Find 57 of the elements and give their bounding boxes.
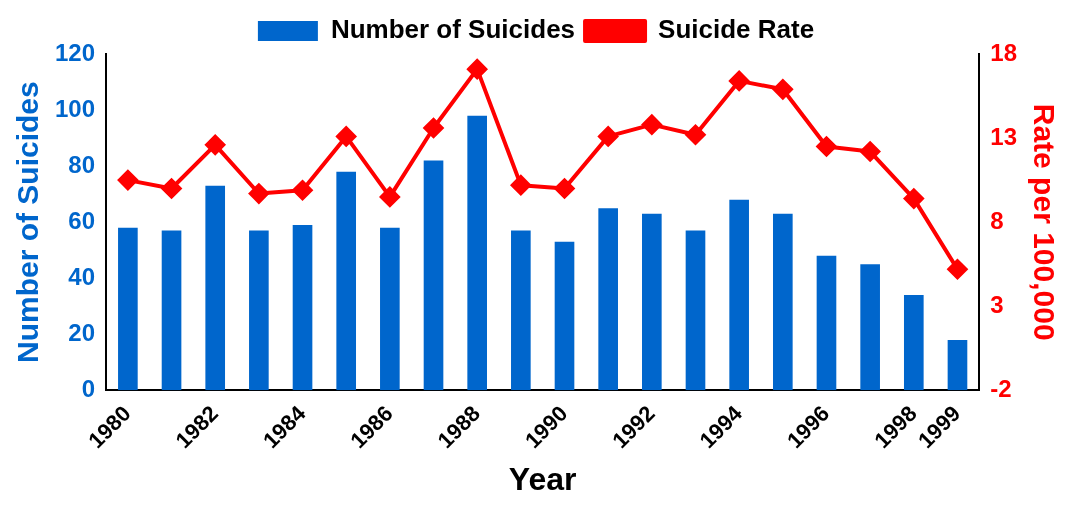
bar [511,230,531,391]
point [860,141,881,162]
y2-tick-label: 8 [990,206,1004,234]
bar [773,213,793,391]
legend-label: Number of Suicides [330,14,576,45]
point [379,186,400,207]
bar [292,224,313,391]
bar [598,208,618,391]
bar [860,264,880,391]
point [598,126,619,147]
bar [903,295,924,391]
bar [816,255,837,391]
point [947,259,968,280]
bar [380,227,400,391]
bar [336,171,357,391]
y-axis-title: Number of Suicides [11,81,45,364]
point [554,178,575,199]
legend-label: Suicide Rate [658,14,815,45]
y-tick-label: 60 [68,206,96,234]
y-tick-label: 80 [68,150,96,178]
bar [205,185,226,391]
bar [642,213,662,391]
point [336,126,357,147]
point [205,134,226,155]
point [772,79,793,100]
bar [161,230,182,391]
point [117,170,138,191]
y-tick-label: 120 [55,38,96,66]
point [292,180,313,201]
point [423,117,444,138]
x-axis-title: Year [508,460,577,497]
point [161,178,182,199]
bar [118,227,138,391]
bar [729,199,749,391]
point [685,124,706,145]
y2-tick-label: 3 [990,290,1004,318]
bar [467,115,487,391]
bar [423,160,444,391]
point [641,114,662,135]
y2-tick-label: 13 [990,122,1018,150]
point [816,136,837,157]
y2-tick-label: 18 [990,38,1018,66]
point [467,59,488,80]
point [510,175,531,196]
bar [685,230,706,391]
bar [249,230,269,391]
bar [947,339,968,391]
y-tick-label: 100 [55,94,96,122]
y2-tick-label: -2 [990,374,1012,402]
y-tick-label: 0 [81,374,96,402]
y2-axis-title: Rate per 100,000 [1027,103,1061,341]
y-tick-label: 40 [68,262,96,290]
y-tick-label: 20 [68,318,96,346]
point [248,183,269,204]
point [903,188,924,209]
point [729,70,750,91]
bar [554,241,575,391]
